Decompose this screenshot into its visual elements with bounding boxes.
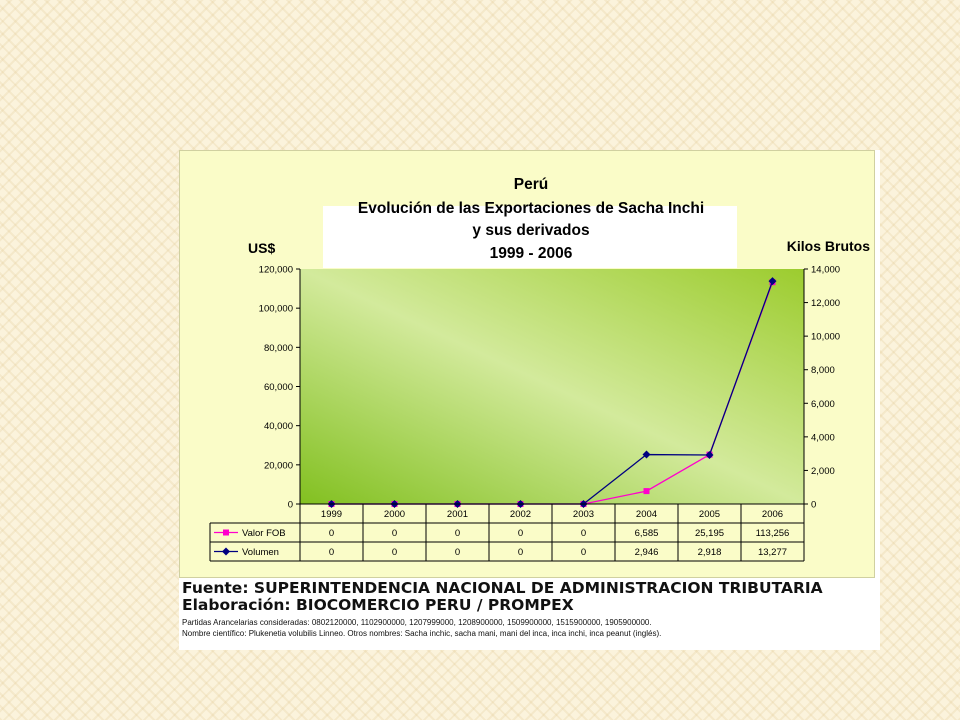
elaboration-line: Elaboración: BIOCOMERCIO PERU / PROMPEX [182, 596, 574, 614]
data-label: 0 [329, 528, 334, 539]
title-background [323, 206, 737, 268]
y-right-tick-label: 12,000 [811, 298, 840, 309]
y-left-tick-label: 120,000 [259, 265, 293, 276]
y-left-tick-label: 20,000 [264, 460, 293, 471]
slide-image: Perú Evolución de las Exportaciones de Sa… [179, 150, 880, 650]
data-label: 25,195 [695, 528, 724, 539]
y-left-tick-label: 0 [288, 500, 293, 511]
data-label: 6,585 [635, 528, 659, 539]
chart-panel: Perú Evolución de las Exportaciones de Sa… [179, 150, 875, 578]
data-label: 0 [392, 528, 397, 539]
data-label: 0 [455, 547, 460, 558]
x-tick-label: 1999 [321, 509, 342, 520]
legend-marker [223, 529, 229, 536]
data-label: 0 [518, 547, 523, 558]
data-label: 0 [581, 528, 586, 539]
chart-title: Perú Evolución de las Exportaciones de Sa… [358, 176, 704, 262]
data-label: 0 [329, 547, 334, 558]
y-axis-right-label: Kilos Brutos [787, 238, 870, 254]
x-tick-label: 2000 [384, 509, 405, 520]
data-label: 0 [455, 528, 460, 539]
chart-title-line: Perú [514, 176, 548, 193]
point-volumen [705, 451, 714, 460]
data-label: 0 [518, 528, 523, 539]
caption: Fuente: SUPERINTENDENCIA NACIONAL DE ADM… [179, 580, 880, 639]
point-valor-fob [643, 488, 650, 495]
x-tick-label: 2005 [699, 509, 720, 520]
data-label: 2,946 [635, 547, 659, 558]
data-label: 113,256 [756, 528, 790, 539]
export-chart: Perú Evolución de las Exportaciones de Sa… [209, 176, 870, 562]
chart-title-line: 1999 - 2006 [490, 245, 573, 262]
legend-marker [222, 547, 230, 556]
y-right-tick-label: 6,000 [811, 399, 835, 410]
y-right-tick-label: 2,000 [811, 466, 835, 477]
y-left-tick-label: 60,000 [264, 382, 293, 393]
x-tick-label: 2003 [573, 509, 594, 520]
plot-area [300, 269, 804, 504]
y-right-tick-label: 14,000 [811, 265, 840, 276]
y-right-tick-label: 0 [811, 500, 816, 511]
y-right-tick-label: 10,000 [811, 332, 840, 343]
data-label: 2,918 [698, 547, 722, 558]
y-axis-left-label: US$ [248, 240, 275, 256]
source-line: Fuente: SUPERINTENDENCIA NACIONAL DE ADM… [182, 579, 823, 597]
y-right-tick-label: 8,000 [811, 365, 835, 376]
y-left-tick-label: 40,000 [264, 421, 293, 432]
point-volumen [642, 450, 651, 459]
x-tick-label: 2002 [510, 509, 531, 520]
tariff-note: Partidas Arancelarias consideradas: 0802… [182, 618, 652, 627]
legend-label: Volumen [242, 547, 279, 558]
chart-title-line: Evolución de las Exportaciones de Sacha … [358, 200, 704, 217]
x-tick-label: 2001 [447, 509, 468, 520]
y-left-tick-label: 100,000 [259, 304, 293, 315]
point-volumen [768, 277, 777, 286]
chart-title-line: y sus derivados [472, 222, 589, 239]
x-tick-label: 2004 [636, 509, 657, 520]
y-right-tick-label: 4,000 [811, 432, 835, 443]
data-label: 0 [581, 547, 586, 558]
legend-label: Valor FOB [242, 528, 286, 539]
data-label: 13,277 [758, 547, 787, 558]
scientific-name-note: Nombre científico: Plukenetia volubilis … [182, 628, 662, 638]
y-left-tick-label: 80,000 [264, 343, 293, 354]
data-label: 0 [392, 547, 397, 558]
x-tick-label: 2006 [762, 509, 783, 520]
